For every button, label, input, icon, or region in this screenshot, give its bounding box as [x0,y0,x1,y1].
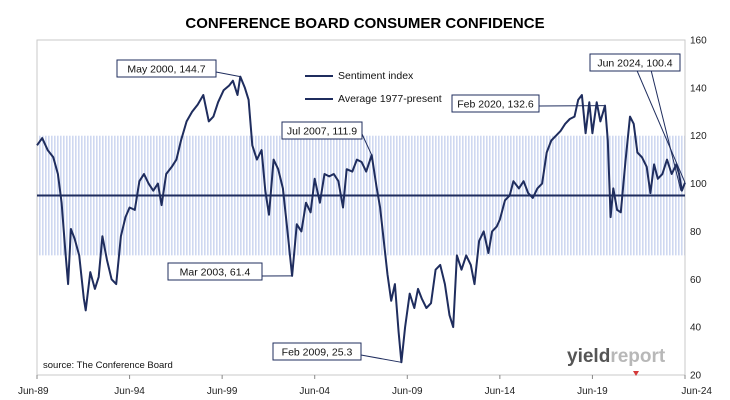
y-tick-label: 60 [690,275,702,286]
annotation-box [116,59,217,78]
plot-area [36,39,686,376]
y-tick-label: 120 [690,131,707,142]
x-tick-label: Jun-24 [681,386,712,397]
series-sentiment-line [36,75,686,364]
annotation-box [272,342,362,361]
annotation-leader [215,71,241,78]
yieldreport-logo: yieldreport [567,346,666,376]
x-tick-label: Jun-99 [207,386,238,397]
logo-marker-icon [633,371,639,376]
annotation-label: May 2000, 144.7 [127,64,205,76]
annotation-leader [634,65,686,183]
annotation-leader [649,65,682,191]
y-axis: 20 40 60 80 100 120 140 160 [690,36,707,382]
y-tick-label: 160 [690,36,707,47]
x-axis: Jun-89 Jun-94 Jun-99 Jun-04 Jun-09 Jun-14 Jun-… [18,375,712,397]
y-tick-label: 100 [690,179,707,190]
annotation-box [451,94,540,113]
annotation-label: Feb 2020, 132.6 [457,99,534,111]
annotation-label: Mar 2003, 61.4 [180,267,251,279]
x-tick-label: Jun-14 [485,386,516,397]
annotation-leader [360,354,402,363]
annotation-box [281,121,363,140]
x-tick-label: Jun-89 [18,386,49,397]
annotations: May 2000, 144.7 Mar 2003, 61.4 Jul 2007, 1… [116,53,686,363]
y-tick-label: 80 [690,227,702,238]
legend-label-sentiment: Sentiment index [338,70,414,82]
legend: Sentiment index Average 1977-present [305,70,442,105]
x-tick-label: Jun-19 [577,386,608,397]
logo-text-part2: report [610,346,666,367]
y-tick-label: 40 [690,323,702,334]
y-tick-label: 140 [690,83,707,94]
annotation-label: Jul 2007, 111.9 [287,126,357,138]
x-tick-label: Jun-94 [114,386,145,397]
x-tick-label: Jun-04 [299,386,330,397]
legend-label-average: Average 1977-present [338,93,442,105]
annotation-box [589,53,681,72]
logo-text-part1: yield [567,346,610,367]
x-tick-label: Jun-09 [392,386,423,397]
chart-title: CONFERENCE BOARD CONSUMER CONFIDENCE [185,15,544,32]
annotation-label: Feb 2009, 25.3 [282,347,353,359]
svg-text:yieldreport: yieldreport [567,346,666,367]
annotation-label: Jun 2024, 100.4 [597,58,672,70]
y-tick-label: 20 [690,371,702,382]
plot-frame [36,39,686,376]
annotation-leader [361,133,373,156]
annotation-box [167,262,263,281]
source-note: source: The Conference Board [43,360,173,371]
